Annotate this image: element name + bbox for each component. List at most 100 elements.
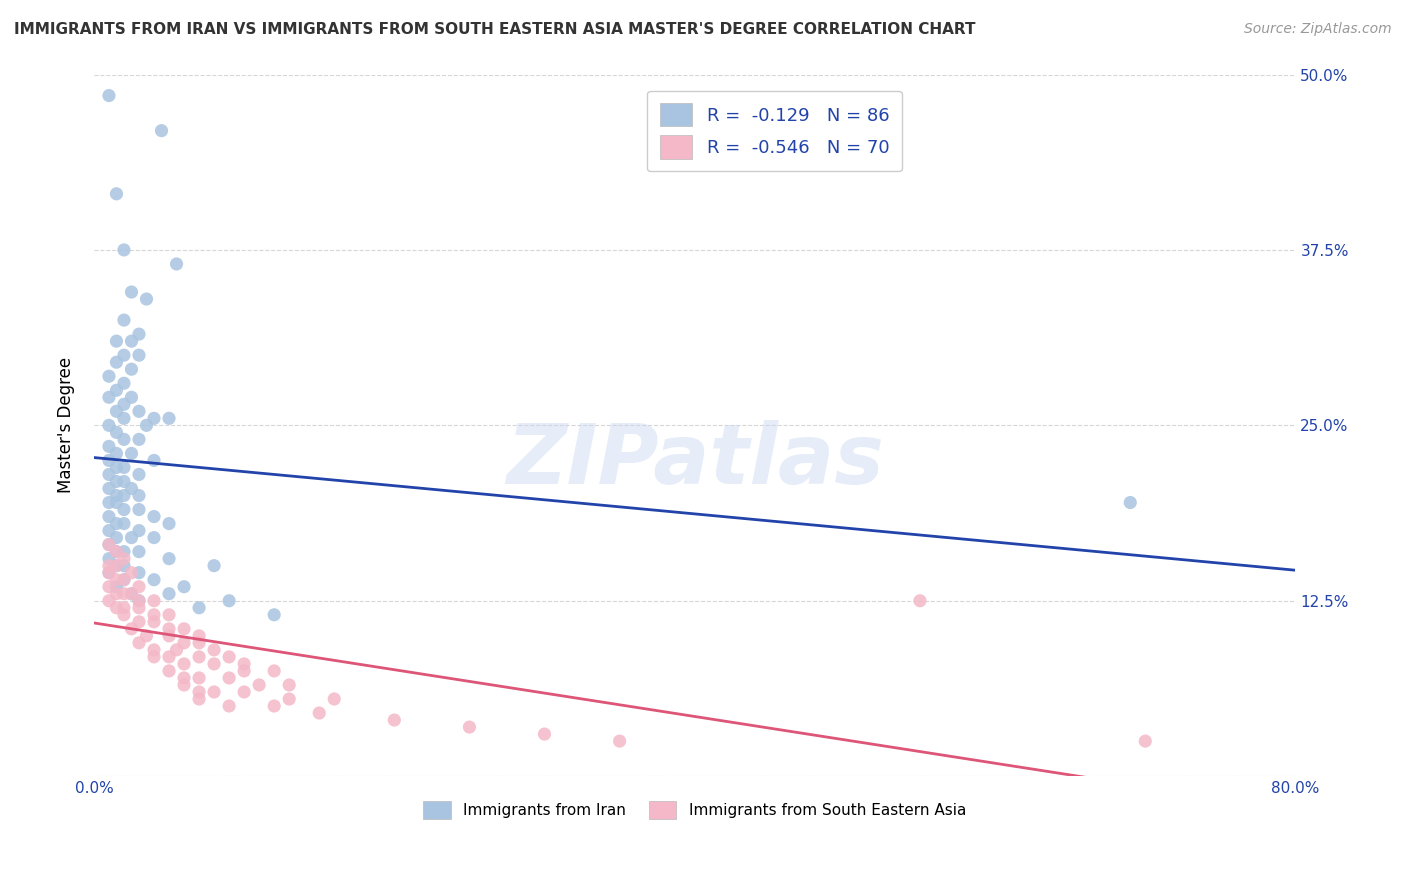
Point <box>173 636 195 650</box>
Point <box>112 502 135 516</box>
Point <box>128 636 150 650</box>
Point <box>121 334 143 348</box>
Point <box>105 544 128 558</box>
Point <box>143 531 166 545</box>
Point <box>105 425 128 440</box>
Point <box>121 587 143 601</box>
Point <box>908 593 931 607</box>
Point <box>128 327 150 342</box>
Point <box>112 516 135 531</box>
Point <box>128 615 150 629</box>
Point <box>188 692 211 706</box>
Point <box>323 692 346 706</box>
Point <box>105 475 128 489</box>
Point <box>173 580 195 594</box>
Point <box>533 727 555 741</box>
Point <box>105 516 128 531</box>
Point <box>97 538 120 552</box>
Point <box>188 649 211 664</box>
Point <box>143 573 166 587</box>
Point <box>233 657 256 671</box>
Point <box>308 706 330 720</box>
Point <box>609 734 631 748</box>
Point <box>97 593 120 607</box>
Point <box>121 446 143 460</box>
Point <box>263 698 285 713</box>
Point <box>97 580 120 594</box>
Y-axis label: Master's Degree: Master's Degree <box>58 358 75 493</box>
Point <box>202 657 225 671</box>
Point <box>105 355 128 369</box>
Point <box>188 636 211 650</box>
Point <box>105 489 128 503</box>
Point <box>173 657 195 671</box>
Point <box>97 467 120 482</box>
Point <box>157 516 180 531</box>
Point <box>128 433 150 447</box>
Point <box>218 671 240 685</box>
Point <box>128 593 150 607</box>
Point <box>143 607 166 622</box>
Point <box>263 664 285 678</box>
Point <box>112 551 135 566</box>
Point <box>128 593 150 607</box>
Point <box>105 558 128 573</box>
Point <box>112 348 135 362</box>
Point <box>143 649 166 664</box>
Point <box>458 720 481 734</box>
Point <box>121 285 143 299</box>
Point <box>157 664 180 678</box>
Point <box>128 600 150 615</box>
Point <box>97 88 120 103</box>
Point <box>128 467 150 482</box>
Point <box>143 509 166 524</box>
Point <box>112 489 135 503</box>
Point <box>157 587 180 601</box>
Point <box>202 558 225 573</box>
Point <box>121 482 143 496</box>
Point <box>97 551 120 566</box>
Point <box>128 502 150 516</box>
Point <box>121 362 143 376</box>
Point <box>105 600 128 615</box>
Point <box>97 390 120 404</box>
Point <box>128 524 150 538</box>
Point <box>143 615 166 629</box>
Point <box>121 587 143 601</box>
Point <box>112 433 135 447</box>
Point <box>105 404 128 418</box>
Point <box>112 573 135 587</box>
Point <box>105 558 128 573</box>
Legend: Immigrants from Iran, Immigrants from South Eastern Asia: Immigrants from Iran, Immigrants from So… <box>418 795 972 825</box>
Point <box>143 643 166 657</box>
Point <box>278 692 301 706</box>
Point <box>173 671 195 685</box>
Point <box>97 538 120 552</box>
Point <box>135 292 157 306</box>
Point <box>143 453 166 467</box>
Point <box>105 531 128 545</box>
Point <box>166 257 188 271</box>
Point <box>188 600 211 615</box>
Point <box>157 622 180 636</box>
Point <box>112 411 135 425</box>
Point <box>121 622 143 636</box>
Point <box>112 475 135 489</box>
Point <box>128 348 150 362</box>
Point <box>105 573 128 587</box>
Point <box>218 593 240 607</box>
Point <box>218 698 240 713</box>
Point <box>128 566 150 580</box>
Point <box>150 123 173 137</box>
Point <box>97 369 120 384</box>
Point <box>128 580 150 594</box>
Point <box>202 643 225 657</box>
Point <box>112 573 135 587</box>
Point <box>97 482 120 496</box>
Point <box>1119 495 1142 509</box>
Point <box>1135 734 1157 748</box>
Text: ZIPatlas: ZIPatlas <box>506 420 883 501</box>
Text: Source: ZipAtlas.com: Source: ZipAtlas.com <box>1244 22 1392 37</box>
Point <box>173 678 195 692</box>
Point <box>97 439 120 453</box>
